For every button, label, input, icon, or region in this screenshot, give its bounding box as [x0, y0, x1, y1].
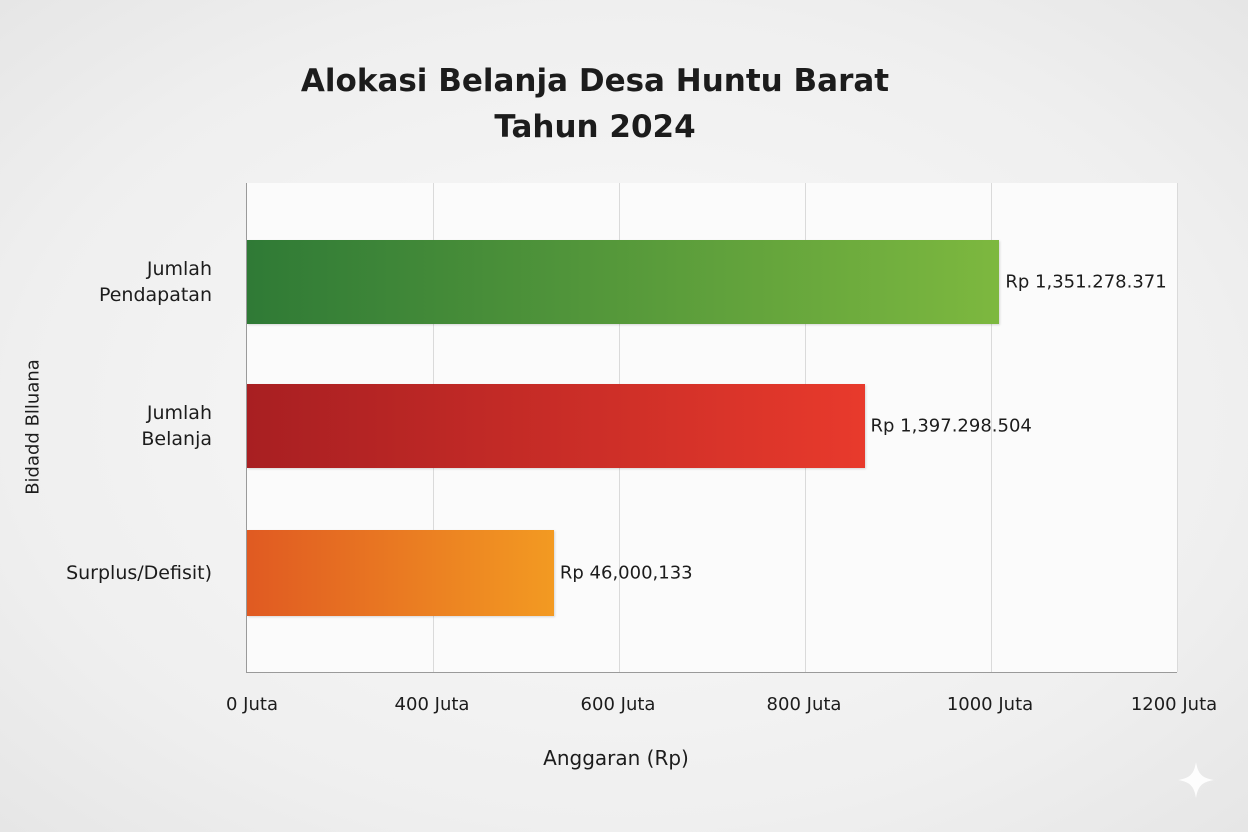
- bar: [247, 530, 554, 616]
- x-tick-label: 1200 Juta: [1130, 694, 1218, 715]
- x-tick-label: 0 Juta: [226, 694, 278, 715]
- category-label-line: Belanja: [141, 428, 212, 450]
- category-label-line: Pendapatan: [98, 284, 212, 306]
- chart-title: Alokasi Belanja Desa Huntu Barat Tahun 2…: [245, 58, 945, 150]
- gridline: [991, 183, 992, 672]
- data-label: Rp 1,351.278.371: [1005, 271, 1167, 293]
- x-tick-label: 800 Juta: [766, 694, 842, 715]
- gridline: [1177, 183, 1178, 672]
- subtitle-line: Tahun 2024: [494, 109, 696, 145]
- data-label: Rp 46,000,133: [559, 562, 693, 584]
- x-tick-label: 400 Juta: [394, 694, 470, 715]
- category-label: Surplus/Defisit): [66, 560, 212, 586]
- x-axis-label: Anggaran (Rp): [543, 746, 689, 770]
- category-label-line: Surplus/Defisit): [66, 562, 212, 584]
- bar: [247, 240, 1000, 324]
- x-tick-label: 1000 Juta: [946, 694, 1034, 715]
- category-label-line: Jumlah: [146, 258, 212, 280]
- category-label: Jumlah Belanja: [141, 400, 212, 452]
- x-tick-label: 600 Juta: [580, 694, 656, 715]
- category-label-line: Jumlah: [146, 402, 212, 424]
- sparkle-icon: [1178, 762, 1214, 798]
- bar: [247, 384, 865, 468]
- plot-area: [246, 183, 1178, 673]
- category-label: Jumlah Pendapatan: [99, 256, 212, 308]
- data-label: Rp 1,397.298.504: [870, 415, 1032, 437]
- title-line: Alokasi Belanja Desa Huntu Barat: [300, 63, 890, 99]
- y-axis-label: Bidadd Blluana: [22, 359, 44, 495]
